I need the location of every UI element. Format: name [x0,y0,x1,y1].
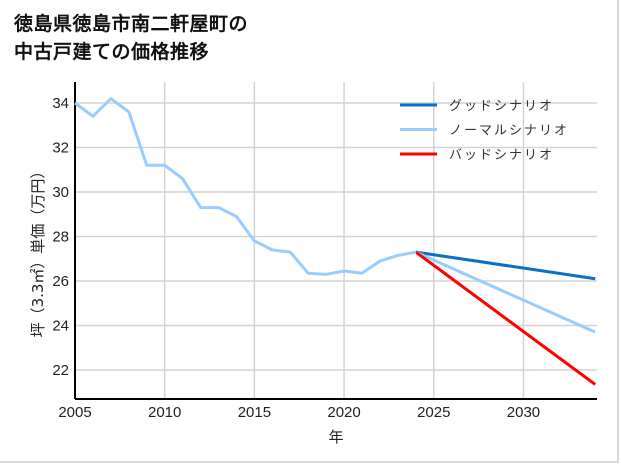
series-line-0 [74,97,417,276]
y-tick-label: 28 [52,229,69,246]
chart-title: 徳島県徳島市南二軒屋町の 中古戸建ての価格推移 [14,10,248,66]
y-tick-label: 26 [52,273,69,290]
y-tick-label: 24 [52,318,69,335]
x-tick-label: 2015 [238,404,271,421]
series-line-2 [415,250,596,334]
chart-title-line1: 徳島県徳島市南二軒屋町の [14,13,249,35]
x-tick-label: 2030 [507,404,540,421]
y-tick-label: 34 [52,95,69,112]
series-line-3 [414,250,597,386]
x-tick-label: 2005 [58,404,91,421]
legend-label: グッドシナリオ [449,99,554,114]
chart-title-line2: 中古戸建ての価格推移 [14,41,210,63]
y-tick-label: 30 [52,184,69,201]
y-tick-label: 32 [52,140,69,157]
x-axis-label: 年 [328,428,343,446]
x-tick-label: 2010 [148,404,181,421]
series-line-1 [415,250,596,281]
y-axis-label: 坪（3.3㎡）単価（万円） [29,164,47,338]
x-tick-label: 2020 [327,404,360,421]
x-tick-label: 2025 [417,404,450,421]
y-tick-label: 22 [52,362,69,379]
legend-label: ノーマルシナリオ [449,124,569,139]
legend-label: バッドシナリオ [449,148,554,163]
